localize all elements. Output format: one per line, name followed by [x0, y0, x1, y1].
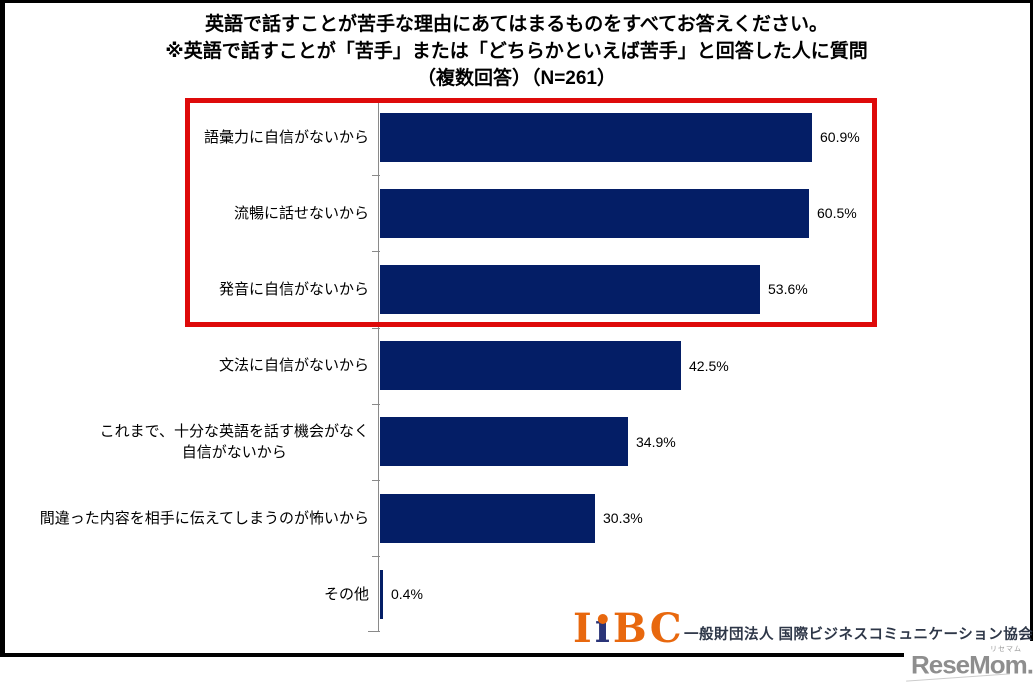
bar [380, 341, 681, 391]
category-label: 発音に自信がないから [218, 280, 369, 298]
iibc-letter-i: ı [594, 605, 613, 652]
y-axis-line [378, 99, 379, 632]
bar [380, 188, 809, 238]
chart-title-line-3: （複数回答）（N=261） [416, 68, 617, 89]
axis-tick [372, 404, 380, 405]
axis-tick [372, 175, 380, 176]
axis-tick [372, 251, 380, 252]
value-label: 34.9% [636, 433, 676, 450]
iibc-letter-C: C [649, 605, 685, 652]
category-label: 間違った内容を相手に伝えてしまうのが怖いから [39, 509, 369, 527]
resemom-watermark: リセマム ReseMom. [904, 641, 1036, 684]
value-label: 0.4% [391, 586, 423, 603]
category-label: 語彙力に自信がないから [203, 128, 369, 146]
bar [380, 493, 595, 543]
bar [380, 417, 628, 467]
highlight-box [185, 98, 877, 327]
axis-tick [372, 328, 380, 329]
axis-end-tick [368, 631, 380, 632]
iibc-i-dot [597, 614, 608, 624]
chart-title-line-1: 英語で話すことが苦手な理由にあてはまるものをすべてお答えください。 [204, 14, 828, 35]
resemom-ruby-text: リセマム [990, 646, 1022, 653]
axis-tick [372, 480, 380, 481]
iibc-letter-I: I [573, 605, 595, 652]
value-label: 60.5% [817, 205, 857, 222]
bar [380, 112, 812, 162]
category-label: 流暢に話せないから [233, 204, 369, 222]
category-label: その他 [323, 585, 369, 603]
chart-title: 英語で話すことが苦手な理由にあてはまるものをすべてお答えください。 ※英語で話す… [0, 11, 1033, 92]
value-label: 30.3% [603, 510, 643, 526]
axis-tick [372, 556, 380, 557]
iibc-letter-B: B [612, 605, 650, 652]
chart-title-line-2: ※英語で話すことが「苦手」または「どちらかといえば苦手」と回答した人に質問 [165, 41, 868, 62]
category-label: これまで、十分な英語を話す機会がなく 自信がないから [99, 422, 369, 461]
category-label: 文法に自信がないから [218, 357, 369, 375]
value-label: 60.9% [820, 129, 860, 145]
resemom-logo-text: ReseMom. [910, 650, 1034, 680]
image-border-frame [0, 0, 1033, 657]
bar [380, 264, 760, 314]
bar [380, 569, 383, 619]
organization-name: 一般財団法人 国際ビジネスコミュニケーション協会 [684, 627, 1034, 643]
value-label: 42.5% [689, 357, 729, 374]
value-label: 53.6% [768, 281, 808, 298]
